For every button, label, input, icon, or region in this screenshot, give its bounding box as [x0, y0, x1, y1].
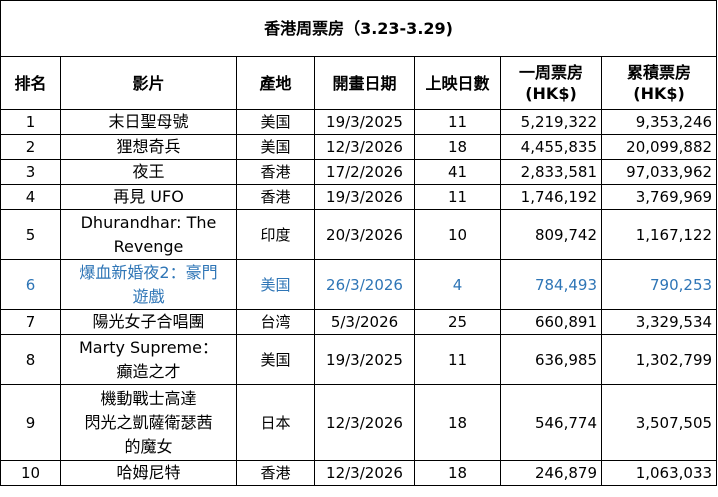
- cell-weekly: 2,833,581: [500, 159, 602, 185]
- cell-weekly: 4,455,835: [500, 134, 602, 160]
- header-total: 累積票房 (HK$): [600, 56, 718, 110]
- cell-release: 12/3/2026: [314, 384, 415, 461]
- cell-total: 1,167,122: [600, 209, 718, 260]
- cell-days: 18: [414, 134, 501, 160]
- cell-days: 18: [414, 384, 501, 461]
- cell-days: 18: [414, 460, 501, 486]
- cell-film: 末日聖母號: [60, 109, 237, 135]
- cell-film: Marty Supreme： 癲造之才: [60, 334, 237, 385]
- table-title: 香港周票房（3.23-3.29): [0, 0, 718, 57]
- header-rank: 排名: [0, 56, 61, 110]
- cell-rank: 8: [0, 334, 61, 385]
- cell-rank: 4: [0, 184, 61, 210]
- cell-rank: 9: [0, 384, 61, 461]
- header-days: 上映日數: [414, 56, 501, 110]
- cell-weekly: 784,493: [500, 259, 602, 310]
- cell-rank: 3: [0, 159, 61, 185]
- cell-origin: 美国: [236, 109, 315, 135]
- cell-rank: 2: [0, 134, 61, 160]
- cell-total: 1,063,033: [600, 460, 718, 486]
- cell-total: 97,033,962: [600, 159, 718, 185]
- cell-total: 3,507,505: [600, 384, 718, 461]
- table-row: 4 再見 UFO 香港 19/3/2026 11 1,746,192 3,769,969: [0, 184, 718, 210]
- cell-origin: 印度: [236, 209, 315, 260]
- cell-total: 20,099,882: [600, 134, 718, 160]
- cell-release: 19/3/2025: [314, 334, 415, 385]
- table-row: 7 陽光女子合唱團 台湾 5/3/2026 25 660,891 3,329,534: [0, 309, 718, 335]
- cell-origin: 香港: [236, 159, 315, 185]
- cell-release: 12/3/2026: [314, 134, 415, 160]
- title-row: 香港周票房（3.23-3.29): [0, 0, 718, 57]
- cell-film: 再見 UFO: [60, 184, 237, 210]
- cell-total: 3,329,534: [600, 309, 718, 335]
- cell-origin: 美国: [236, 134, 315, 160]
- cell-origin: 日本: [236, 384, 315, 461]
- cell-days: 11: [414, 334, 501, 385]
- cell-film: 爆血新婚夜2：豪門 遊戲: [60, 259, 237, 310]
- cell-days: 11: [414, 109, 501, 135]
- cell-film: 機動戰士高達 閃光之凱薩衛瑟茜 的魔女: [60, 384, 237, 461]
- cell-rank: 5: [0, 209, 61, 260]
- cell-film: 狸想奇兵: [60, 134, 237, 160]
- table-row: 9 機動戰士高達 閃光之凱薩衛瑟茜 的魔女 日本 12/3/2026 18 546,774…: [0, 384, 718, 461]
- table-row: 3 夜王 香港 17/2/2026 41 2,833,581 97,033,962: [0, 159, 718, 185]
- cell-release: 26/3/2026: [314, 259, 415, 310]
- cell-release: 20/3/2026: [314, 209, 415, 260]
- cell-release: 5/3/2026: [314, 309, 415, 335]
- cell-release: 19/3/2026: [314, 184, 415, 210]
- cell-weekly: 636,985: [500, 334, 602, 385]
- cell-film: 夜王: [60, 159, 237, 185]
- cell-release: 12/3/2026: [314, 460, 415, 486]
- header-row: 排名 影片 產地 開畫日期 上映日數 一周票房 (HK$) 累積票房 (HK$): [0, 56, 718, 110]
- cell-total: 9,353,246: [600, 109, 718, 135]
- cell-weekly: 809,742: [500, 209, 602, 260]
- cell-rank: 7: [0, 309, 61, 335]
- cell-origin: 美国: [236, 334, 315, 385]
- cell-rank: 1: [0, 109, 61, 135]
- table-row: 6 爆血新婚夜2：豪門 遊戲 美国 26/3/2026 4 784,493 790,253: [0, 259, 718, 310]
- cell-total: 1,302,799: [600, 334, 718, 385]
- cell-weekly: 1,746,192: [500, 184, 602, 210]
- cell-days: 25: [414, 309, 501, 335]
- cell-total: 790,253: [600, 259, 718, 310]
- cell-release: 19/3/2025: [314, 109, 415, 135]
- cell-weekly: 246,879: [500, 460, 602, 486]
- cell-total: 3,769,969: [600, 184, 718, 210]
- cell-origin: 香港: [236, 184, 315, 210]
- cell-days: 41: [414, 159, 501, 185]
- cell-weekly: 546,774: [500, 384, 602, 461]
- cell-weekly: 660,891: [500, 309, 602, 335]
- header-release: 開畫日期: [314, 56, 415, 110]
- table-row: 8 Marty Supreme： 癲造之才 美国 19/3/2025 11 636,985…: [0, 334, 718, 385]
- table-row: 5 Dhurandhar: The Revenge 印度 20/3/2026 10 809…: [0, 209, 718, 260]
- cell-release: 17/2/2026: [314, 159, 415, 185]
- table-row: 2 狸想奇兵 美国 12/3/2026 18 4,455,835 20,099,882: [0, 134, 718, 160]
- cell-weekly: 5,219,322: [500, 109, 602, 135]
- cell-rank: 10: [0, 460, 61, 486]
- cell-origin: 美国: [236, 259, 315, 310]
- box-office-table: 香港周票房（3.23-3.29) 排名 影片 產地 開畫日期 上映日數 一周票房…: [0, 0, 718, 486]
- header-film: 影片: [60, 56, 237, 110]
- cell-days: 11: [414, 184, 501, 210]
- cell-days: 4: [414, 259, 501, 310]
- cell-film: Dhurandhar: The Revenge: [60, 209, 237, 260]
- header-origin: 產地: [236, 56, 315, 110]
- cell-rank: 6: [0, 259, 61, 310]
- cell-origin: 台湾: [236, 309, 315, 335]
- cell-film: 哈姆尼特: [60, 460, 237, 486]
- table-row: 10 哈姆尼特 香港 12/3/2026 18 246,879 1,063,033: [0, 460, 718, 486]
- cell-film: 陽光女子合唱團: [60, 309, 237, 335]
- cell-origin: 香港: [236, 460, 315, 486]
- header-weekly: 一周票房 (HK$): [500, 56, 602, 110]
- table-row: 1 末日聖母號 美国 19/3/2025 11 5,219,322 9,353,246: [0, 109, 718, 135]
- cell-days: 10: [414, 209, 501, 260]
